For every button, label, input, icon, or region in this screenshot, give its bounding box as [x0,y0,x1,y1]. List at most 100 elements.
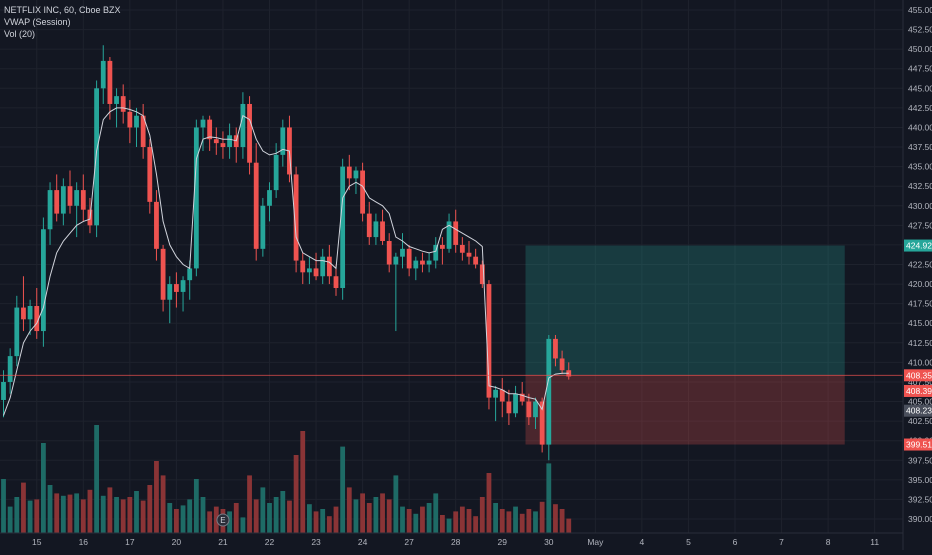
volume-bar [433,493,439,533]
volume-bar [413,513,419,533]
volume-bar [213,506,219,533]
candle-body [100,60,106,89]
volume-bar [253,499,259,533]
volume-bar [27,500,33,533]
price-tick-label: 390.00 [908,514,932,524]
candle-body [74,190,80,206]
price-tick-label: 440.00 [908,122,932,132]
price-tick-label: 437.50 [908,142,932,152]
time-tick-label: 20 [172,537,182,547]
volume-bar [459,506,465,533]
volume-bar [486,473,492,533]
time-tick-label: 5 [686,537,691,547]
volume-bar [559,509,565,533]
candle-body [400,248,405,257]
candle-body [533,401,538,418]
volume-bar [147,485,153,533]
time-tick-label: 28 [451,537,461,547]
volume-bar [240,517,246,533]
volume-bar [174,509,179,533]
long-position-tool[interactable] [525,245,845,445]
candle-body [160,248,166,300]
volume-bar [346,487,352,533]
volume-bar [440,515,445,533]
volume-bar [307,504,312,533]
candle-body [187,268,193,281]
volume-bar [154,461,159,533]
price-axis[interactable]: 455.00 452.50 450.00 447.50 445.00 442.50 440.… [904,5,932,524]
stop-price-flag-bg [904,438,932,451]
candle-body [300,260,306,273]
time-tick-label: 22 [265,537,275,547]
volume-bar [180,505,186,533]
candle-body [553,338,558,359]
volume-bar [140,500,146,533]
time-axis[interactable]: 15 16 17 20 21 22 23 24 27 28 29 30 May 4 5 6 7 8 11 [0,0,904,550]
stop-price-flag: 399.51 [906,440,932,450]
target-price-flag-bg [904,239,932,252]
candle-body [307,268,312,273]
candle-body [559,358,565,371]
time-tick-label: 4 [640,537,645,547]
price-tick-label: 397.50 [908,455,932,465]
indicator-vwap-label[interactable]: VWAP (Session) [4,17,71,27]
candle-body [526,401,532,418]
time-tick-label: 21 [218,537,228,547]
candle-body [453,221,459,245]
time-tick-label: 27 [404,537,414,547]
price-tick-label: 422.50 [908,260,932,270]
candle-body [479,264,485,285]
candle-body [473,256,479,265]
candle-body [413,260,419,269]
candle-body [426,260,432,265]
volume-bar [393,475,399,533]
stop-zone [525,375,845,445]
volume-bars [1,425,572,533]
price-tick-label: 417.50 [908,299,932,309]
candle-body [340,166,346,288]
volume-bar [293,455,299,533]
candle-body [386,241,392,265]
volume-bar [506,511,512,533]
candle-body [366,213,372,238]
candle-body [406,248,412,269]
volume-bar [160,475,166,533]
volume-bar [107,487,113,533]
candle-body [320,256,326,277]
candle-body [313,268,319,277]
earnings-marker-icon [216,513,230,527]
volume-bar [167,503,173,533]
price-tick-label: 447.50 [908,64,932,74]
volume-bar [41,443,46,533]
candle-body [54,190,60,214]
volume-bar [333,506,339,533]
volume-bar [60,495,66,533]
volume-bar [513,506,518,533]
volume-bar [446,518,452,533]
volume-bar [493,503,498,533]
candle-body [80,190,86,210]
volume-bar [134,491,139,533]
earnings-marker-label: E [220,516,225,525]
time-tick-label: 7 [779,537,784,547]
price-tick-label: 430.00 [908,201,932,211]
price-tick-label: 410.00 [908,357,932,367]
candle-body [440,244,445,249]
volume-bar [366,503,372,533]
vwap-line [3,107,569,416]
indicator-vol-label[interactable]: Vol (20) [4,29,36,39]
candle-body [360,170,365,214]
time-tick-label: 11 [870,537,879,547]
time-tick-label: May [587,537,604,547]
candle-body [519,393,525,402]
candle-body [193,127,199,269]
candle-body [7,356,13,382]
candle-body [107,60,113,104]
time-tick-label: 30 [544,537,554,547]
last-price-flag-bg [904,384,932,397]
symbol-title[interactable]: NETFLIX INC, 60, Cboe BZX [4,5,121,15]
price-tick-label: 405.00 [908,397,932,407]
vwap-path [3,107,569,416]
